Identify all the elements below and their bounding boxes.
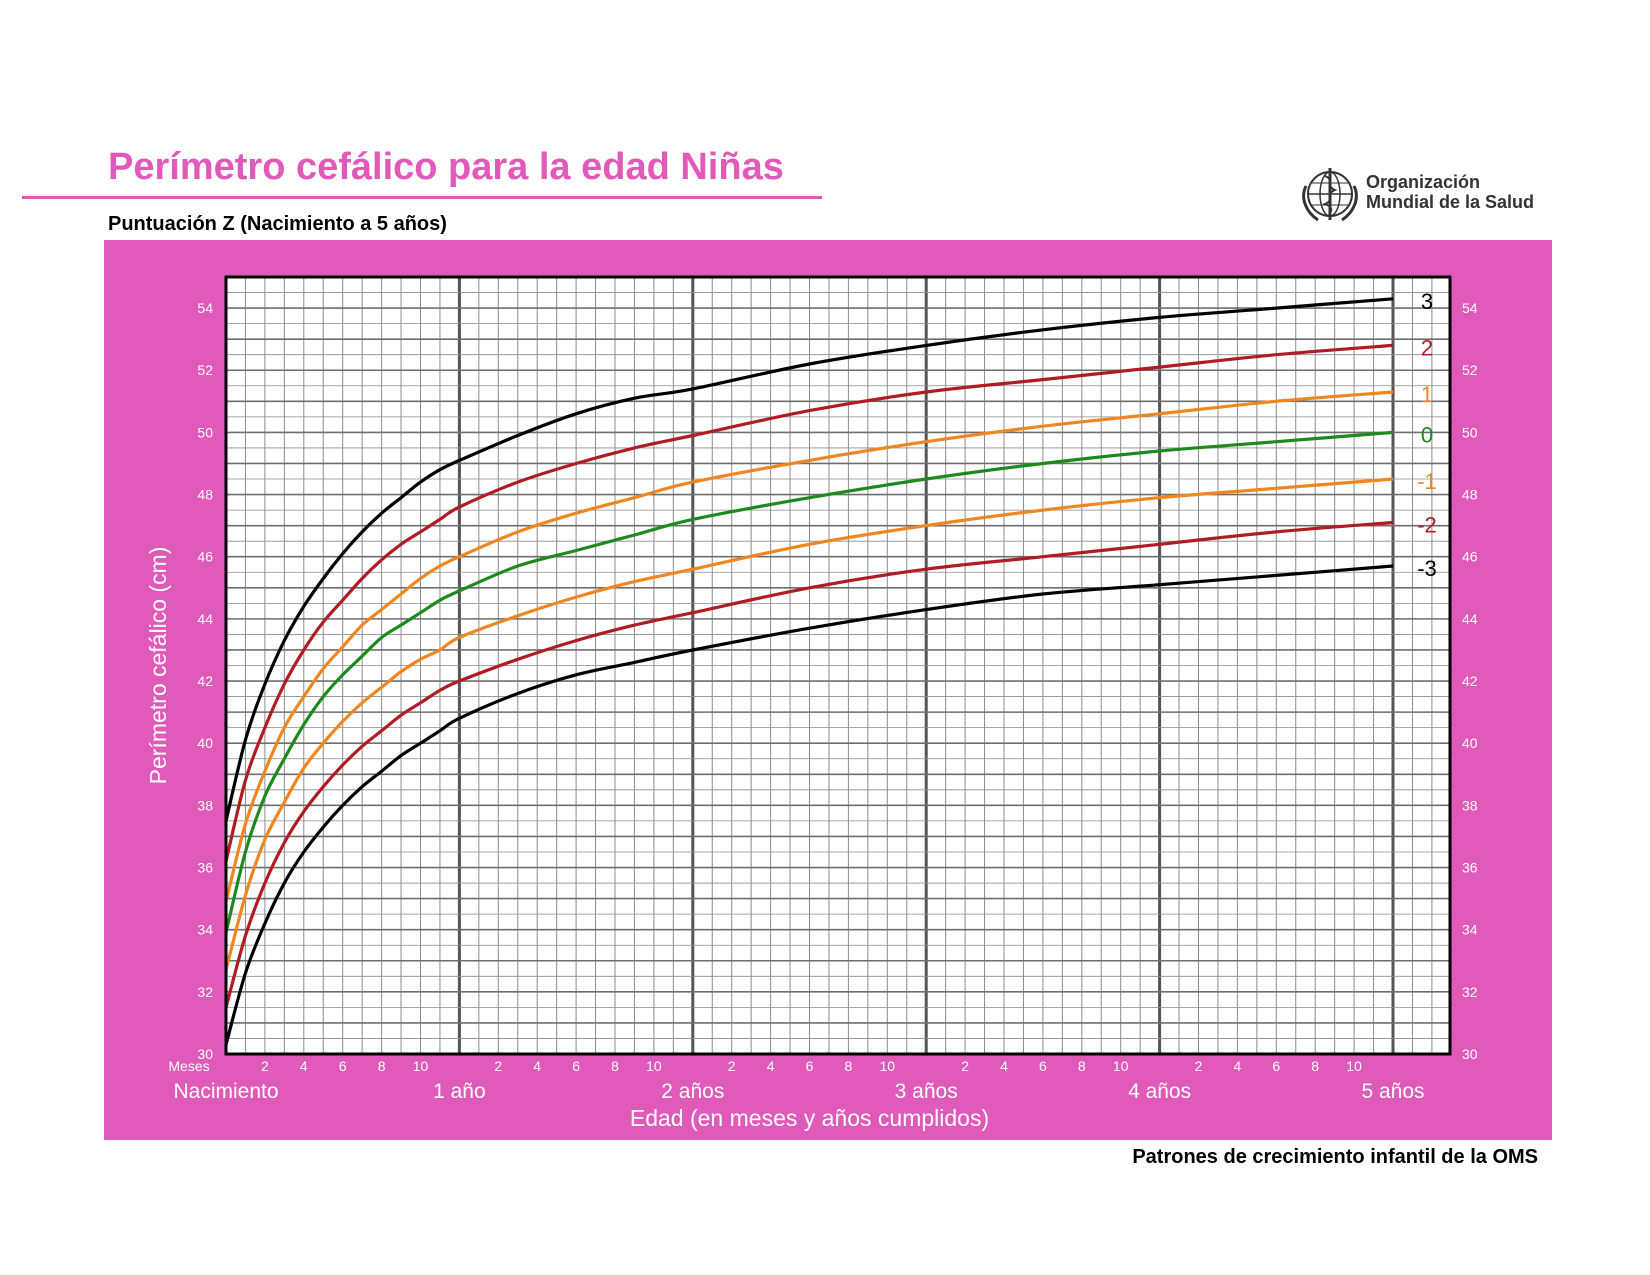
zscore-label-1: 1 [1421, 382, 1433, 407]
zscore-curve--1 [224, 477, 1394, 971]
page-title: Perímetro cefálico para la edad Niñas [108, 146, 784, 188]
x-tick-month: 6 [806, 1058, 814, 1074]
y-tick-right: 38 [1462, 797, 1478, 813]
organization-name: Organización Mundial de la Salud [1366, 172, 1534, 212]
y-tick-left: 48 [197, 487, 213, 503]
y-tick-left: 38 [197, 797, 213, 813]
y-tick-left: 36 [197, 860, 213, 876]
x-tick-month: 2 [961, 1058, 969, 1074]
x-tick-month: 2 [261, 1058, 269, 1074]
zscore-curve-0 [224, 430, 1394, 934]
y-tick-left: 42 [197, 673, 213, 689]
organization-name-line2: Mundial de la Salud [1366, 192, 1535, 212]
x-tick-month: 8 [1311, 1058, 1319, 1074]
zscore-label--2: -2 [1417, 513, 1437, 538]
y-tick-right: 34 [1462, 922, 1478, 938]
zscore-curve-1 [224, 390, 1394, 903]
x-year-label: 3 años [895, 1080, 958, 1103]
x-tick-month: 2 [728, 1058, 736, 1074]
x-tick-month: 6 [339, 1058, 347, 1074]
x-tick-month: 4 [1000, 1058, 1008, 1074]
y-tick-right: 40 [1462, 735, 1478, 751]
plot-frame [224, 275, 1452, 1056]
x-tick-month: 6 [1272, 1058, 1280, 1074]
x-tick-month: 10 [413, 1058, 429, 1074]
y-tick-right: 46 [1462, 549, 1478, 565]
x-tick-month: 8 [378, 1058, 386, 1074]
y-tick-right: 54 [1462, 300, 1478, 316]
zscore-curve--3 [224, 564, 1394, 1046]
zscore-label-2: 2 [1421, 335, 1433, 360]
y-tick-left: 50 [197, 424, 213, 440]
x-tick-month: 4 [767, 1058, 775, 1074]
y-axis-title: Perímetro cefálico (cm) [145, 547, 171, 785]
y-tick-left: 54 [197, 300, 213, 316]
zscore-label--1: -1 [1417, 469, 1437, 494]
x-tick-month: 8 [845, 1058, 853, 1074]
x-tick-month: 4 [1234, 1058, 1242, 1074]
footer-source: Patrones de crecimiento infantil de la O… [1132, 1146, 1538, 1168]
x-tick-month: 6 [572, 1058, 580, 1074]
y-tick-left: 34 [197, 922, 213, 938]
x-tick-month: 6 [1039, 1058, 1047, 1074]
zscore-curve--2 [224, 520, 1394, 1008]
x-tick-month: 4 [300, 1058, 308, 1074]
x-tick-month: 10 [1346, 1058, 1362, 1074]
organization-name-line1: Organización [1366, 172, 1481, 192]
y-tick-right: 36 [1462, 860, 1478, 876]
x-tick-month: 10 [1113, 1058, 1129, 1074]
y-tick-right: 42 [1462, 673, 1478, 689]
y-tick-right: 50 [1462, 424, 1478, 440]
who-emblem-icon [1302, 168, 1358, 222]
x-tick-month: 2 [494, 1058, 502, 1074]
x-axis-title: Edad (en meses y años cumplidos) [630, 1105, 989, 1131]
y-tick-left: 40 [197, 735, 213, 751]
y-tick-right: 32 [1462, 984, 1478, 1000]
title-underline [22, 196, 822, 199]
x-tick-month: 8 [611, 1058, 619, 1074]
x-tick-month: 10 [646, 1058, 662, 1074]
y-tick-left: 32 [197, 984, 213, 1000]
x-unit-label: Meses [168, 1058, 209, 1074]
x-tick-month: 2 [1195, 1058, 1203, 1074]
x-tick-month: 4 [533, 1058, 541, 1074]
y-tick-right: 48 [1462, 487, 1478, 503]
zscore-label-0: 0 [1421, 422, 1433, 447]
y-tick-right: 52 [1462, 362, 1478, 378]
zscore-curve-2 [224, 343, 1394, 862]
zscore-curve-3 [224, 297, 1394, 822]
x-year-label: 1 año [433, 1080, 486, 1103]
y-tick-right: 44 [1462, 611, 1478, 627]
x-year-label: 2 años [661, 1080, 724, 1103]
y-tick-right: 30 [1462, 1046, 1478, 1062]
y-tick-left: 30 [197, 1046, 213, 1062]
who-logo: Organización Mundial de la Salud [1298, 164, 1538, 226]
chart-subtitle: Puntuación Z (Nacimiento a 5 años) [108, 213, 447, 235]
x-year-label: 5 años [1361, 1080, 1424, 1103]
x-year-label: 4 años [1128, 1080, 1191, 1103]
y-tick-left: 44 [197, 611, 213, 627]
x-tick-month: 8 [1078, 1058, 1086, 1074]
x-year-label: Nacimiento [173, 1080, 278, 1103]
zscore-label-3: 3 [1421, 289, 1433, 314]
y-tick-left: 46 [197, 549, 213, 565]
y-tick-left: 52 [197, 362, 213, 378]
x-tick-month: 10 [880, 1058, 896, 1074]
zscore-label--3: -3 [1417, 556, 1437, 581]
